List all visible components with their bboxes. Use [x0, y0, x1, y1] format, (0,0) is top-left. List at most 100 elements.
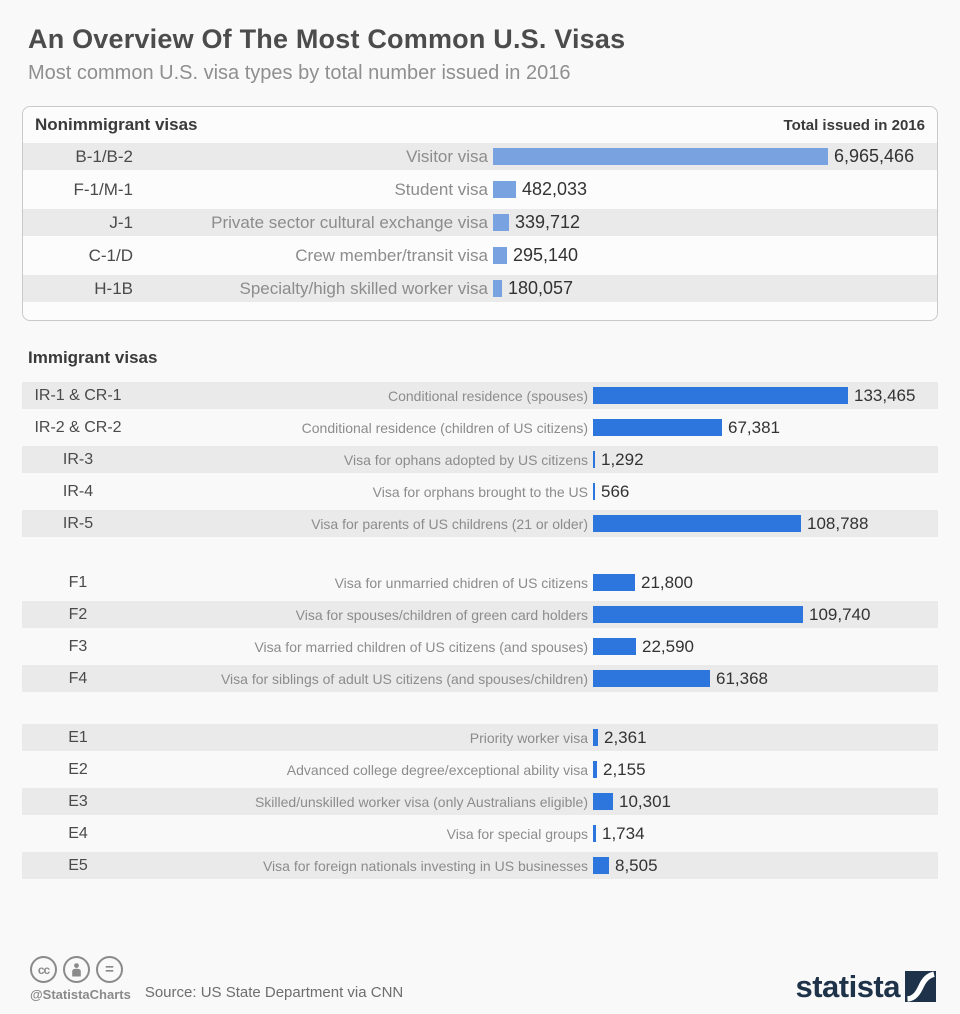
visa-row: F3 Visa for married children of US citiz… — [22, 633, 938, 660]
visa-code: E1 — [68, 728, 88, 746]
visa-count: 1,292 — [601, 449, 644, 469]
visa-description: Visa for foreign nationals investing in … — [262, 857, 588, 874]
value-bar — [593, 793, 613, 810]
total-issued-label: Total issued in 2016 — [783, 116, 925, 134]
visa-code: E3 — [68, 792, 88, 810]
visa-code: J-1 — [109, 212, 133, 232]
value-bar — [593, 825, 596, 842]
value-bar — [593, 670, 710, 687]
visa-row: IR-2 & CR-2 Conditional residence (child… — [22, 414, 938, 441]
visa-count: 566 — [601, 481, 630, 501]
immigrant-visa-group: F1 Visa for unmarried chidren of US citi… — [22, 569, 938, 692]
visa-count: 22,590 — [642, 636, 694, 656]
visa-count: 108,788 — [807, 513, 869, 533]
nonimmigrant-rows: B-1/B-2 Visitor visa 6,965,466 F-1/M-1 S… — [23, 143, 937, 302]
statista-charts-handle: @StatistaCharts — [30, 987, 131, 1002]
value-bar — [593, 515, 801, 532]
visa-description: Conditional residence (children of US ci… — [301, 419, 588, 436]
nonimmigrant-heading: Nonimmigrant visas — [35, 115, 198, 134]
visa-description: Priority worker visa — [469, 729, 588, 746]
visa-row: E5 Visa for foreign nationals investing … — [22, 852, 938, 879]
visa-description: Visa for spouses/children of green card … — [295, 606, 588, 623]
value-bar — [493, 181, 516, 198]
visa-code: E5 — [68, 856, 88, 874]
visa-row: IR-5 Visa for parents of US childrens (2… — [22, 510, 938, 537]
visa-count: 67,381 — [728, 417, 780, 437]
visa-code: IR-5 — [62, 514, 94, 532]
value-bar — [493, 280, 502, 297]
visa-code: F2 — [68, 605, 88, 623]
footer: cc = @StatistaCharts Source: US State De… — [30, 956, 936, 1002]
statista-wordmark: statista — [795, 969, 900, 1004]
visa-row: IR-1 & CR-1 Conditional residence (spous… — [22, 382, 938, 409]
visa-count: 180,057 — [508, 278, 574, 298]
statista-swoosh-icon — [905, 971, 936, 1002]
cc-icon: cc — [30, 956, 57, 983]
immigrant-visa-group: IR-1 & CR-1 Conditional residence (spous… — [22, 382, 938, 537]
visa-count: 2,155 — [603, 759, 646, 779]
visa-code: IR-2 & CR-2 — [34, 418, 122, 436]
visa-row: H-1B Specialty/high skilled worker visa … — [23, 275, 937, 302]
visa-row: E4 Visa for special groups 1,734 — [22, 820, 938, 847]
value-bar — [593, 638, 636, 655]
visa-count: 10,301 — [619, 791, 671, 811]
visa-description: Visa for special groups — [446, 825, 588, 842]
visa-description: Private sector cultural exchange visa — [211, 212, 488, 232]
visa-description: Visa for unmarried chidren of US citizen… — [334, 574, 588, 591]
visa-row: B-1/B-2 Visitor visa 6,965,466 — [23, 143, 937, 170]
immigrant-visa-group: E1 Priority worker visa 2,361 E2 Advance… — [22, 724, 938, 879]
visa-row: IR-4 Visa for orphans brought to the US … — [22, 478, 938, 505]
visa-count: 295,140 — [513, 245, 579, 265]
license-block: cc = @StatistaCharts — [30, 956, 131, 1002]
visa-description: Conditional residence (spouses) — [388, 387, 588, 404]
visa-code: C-1/D — [88, 245, 133, 265]
visa-row: F2 Visa for spouses/children of green ca… — [22, 601, 938, 628]
visa-count: 61,368 — [716, 668, 768, 688]
value-bar — [593, 574, 635, 591]
visa-row: F4 Visa for siblings of adult US citizen… — [22, 665, 938, 692]
visa-count: 1,734 — [602, 823, 645, 843]
visa-row: F-1/M-1 Student visa 482,033 — [23, 176, 937, 203]
visa-code: E2 — [68, 760, 88, 778]
visa-row: E3 Skilled/unskilled worker visa (only A… — [22, 788, 938, 815]
value-bar — [493, 214, 509, 231]
visa-code: F3 — [68, 637, 88, 655]
nonimmigrant-card-header: Nonimmigrant visas Total issued in 2016 — [23, 107, 937, 143]
page-subtitle: Most common U.S. visa types by total num… — [28, 62, 571, 84]
visa-code: IR-1 & CR-1 — [34, 386, 122, 404]
visa-code: H-1B — [94, 278, 133, 298]
source-text: Source: US State Department via CNN — [144, 984, 404, 1001]
value-bar — [593, 387, 848, 404]
visa-description: Crew member/transit visa — [295, 245, 488, 265]
visa-description: Specialty/high skilled worker visa — [239, 278, 489, 298]
visa-description: Visitor visa — [406, 146, 488, 166]
visa-code: IR-3 — [62, 450, 94, 468]
visa-count: 21,800 — [641, 572, 693, 592]
visa-code: F1 — [68, 573, 88, 591]
value-bar — [593, 606, 803, 623]
attribution-icon — [63, 956, 90, 983]
page-title: An Overview Of The Most Common U.S. Visa… — [28, 24, 626, 54]
visa-row: E2 Advanced college degree/exceptional a… — [22, 756, 938, 783]
equals-icon: = — [96, 956, 123, 983]
value-bar — [593, 761, 597, 778]
visa-description: Student visa — [394, 179, 488, 199]
visa-description: Visa for married children of US citizens… — [254, 638, 588, 655]
nonimmigrant-visas-card: Nonimmigrant visas Total issued in 2016 … — [22, 106, 938, 321]
visa-count: 6,965,466 — [834, 146, 915, 166]
visa-code: B-1/B-2 — [75, 146, 133, 166]
value-bar — [593, 483, 595, 500]
visa-count: 109,740 — [809, 604, 871, 624]
statista-logo: statista — [795, 971, 936, 1002]
visa-description: Visa for orphans brought to the US — [372, 483, 588, 500]
visa-row: C-1/D Crew member/transit visa 295,140 — [23, 242, 937, 269]
visa-row: J-1 Private sector cultural exchange vis… — [23, 209, 937, 236]
visa-count: 2,361 — [604, 727, 647, 747]
value-bar — [493, 148, 828, 165]
visa-description: Advanced college degree/exceptional abil… — [286, 761, 588, 778]
immigrant-heading: Immigrant visas — [28, 348, 158, 367]
visa-count: 133,465 — [854, 385, 916, 405]
visa-row: E1 Priority worker visa 2,361 — [22, 724, 938, 751]
value-bar — [593, 857, 609, 874]
